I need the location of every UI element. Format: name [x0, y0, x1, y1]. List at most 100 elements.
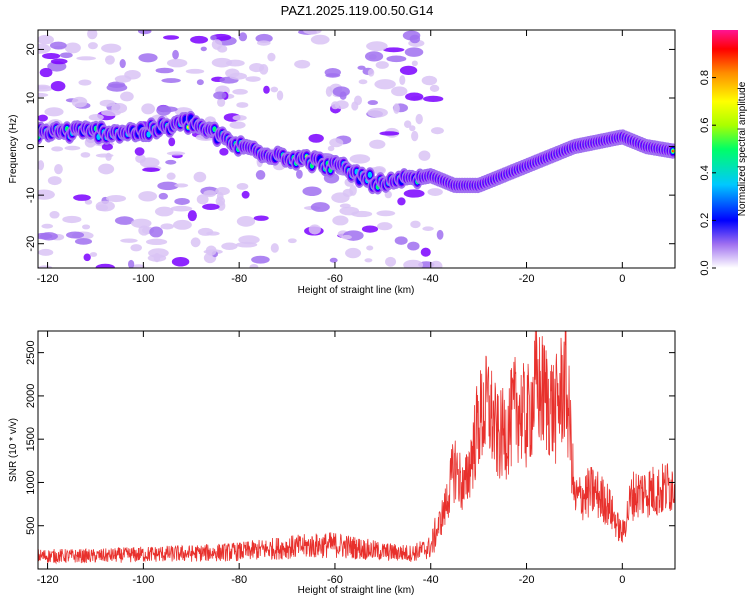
spectrogram-cell [203, 190, 217, 198]
spectrogram-cell [236, 182, 249, 190]
spectrogram-cell [345, 247, 362, 259]
spectrogram-cell [409, 125, 416, 132]
spectrogram-y-axis: -20 -10 0 10 20 [25, 43, 675, 252]
spectrogram-cell [357, 65, 366, 70]
spectrogram-cell [168, 137, 176, 147]
snr-y-axis: 500 1000 1500 2000 2500 [25, 340, 675, 535]
spectrogram-cell [138, 53, 158, 63]
spectrogram-cell [393, 103, 400, 114]
spectrogram-cell [236, 102, 249, 108]
spectrogram-cell [41, 223, 54, 229]
spectrogram-cell [270, 243, 279, 253]
spectrogram-cell [399, 75, 406, 86]
colorbar-gradient [712, 30, 738, 268]
spectrogram-cell [114, 216, 135, 225]
spectrogram-cell [158, 192, 168, 200]
spectrogram-cell [415, 113, 423, 125]
spectrogram-cell [420, 247, 431, 257]
spectrogram-cell [193, 171, 207, 183]
spectrogram-cell [76, 56, 96, 61]
spectrogram-cell [172, 49, 179, 60]
spectrogram-cell [235, 241, 258, 248]
spectrogram-cell [174, 198, 190, 205]
spectrogram-cell [403, 120, 412, 129]
colorbar: 0.0 0.2 0.4 0.6 0.8 Normalized spectral ampl… [699, 30, 748, 276]
spectrogram-cell [213, 91, 227, 100]
spectrogram-cell [89, 252, 98, 257]
spectrogram-cell [367, 100, 378, 106]
spectrogram-cell [308, 133, 324, 143]
spectrogram-cell [256, 40, 271, 46]
spectrogram-cell [215, 187, 230, 196]
spectrogram-cell [332, 215, 349, 226]
spectrogram-cell [238, 32, 248, 42]
spectrogram-cell [47, 176, 62, 186]
spectrogram-cell [232, 115, 247, 121]
spectrogram-cell [245, 76, 261, 82]
spectrogram-cell [64, 145, 81, 151]
spectrogram-cell [327, 145, 335, 152]
spectrogram-cell [238, 235, 260, 245]
spectrogram-cell [50, 58, 68, 65]
spectrogram-cell [101, 43, 122, 53]
spectrogram-cell [104, 55, 115, 65]
spectrogram-cell [171, 256, 190, 267]
spectrogram-cell [132, 264, 145, 268]
spectrogram-cell [38, 43, 51, 54]
spectrogram-x-axis: -120 -100 -80 -60 -40 -20 0 [37, 30, 625, 285]
spectrogram-cell [101, 143, 113, 151]
spectrogram-cell [157, 181, 179, 191]
spectrogram-cell [38, 92, 49, 98]
colorbar-tick-label: 0.2 [699, 213, 711, 228]
spectrogram-xtick-label: -120 [37, 273, 59, 285]
spectrogram-cell [255, 170, 266, 180]
spectrogram-cell [405, 92, 424, 101]
spectrogram-cell [399, 65, 418, 75]
spectrogram-cell [138, 191, 158, 202]
spectrogram-cell [672, 150, 674, 152]
spectrogram-cell [138, 30, 152, 35]
spectrogram-cell [202, 203, 220, 210]
colorbar-tick-label: 0.8 [699, 70, 711, 85]
spectrogram-cell [216, 200, 226, 211]
spectrogram-cell [148, 248, 169, 258]
spectrogram-cell [376, 222, 393, 231]
spectrogram-cell [429, 260, 443, 268]
spectrogram-cell [329, 138, 344, 148]
spectrogram-cell [325, 86, 333, 97]
spectrogram-cell [351, 210, 373, 218]
spectrogram-cell [367, 107, 388, 118]
spectrogram-cell [422, 226, 434, 231]
spectrogram-cell [38, 248, 54, 256]
spectrogram-xtick-label: -100 [132, 273, 154, 285]
spectrogram-cell [329, 257, 338, 263]
spectrogram-cell [170, 205, 193, 212]
spectrogram-cell [38, 265, 53, 268]
spectrogram-cell [385, 256, 397, 267]
spectrogram-cell [324, 68, 341, 77]
spectrogram-ytick-label: 0 [25, 144, 37, 150]
spectrogram-cell [64, 42, 81, 54]
spectrogram-heatmap [38, 30, 675, 268]
spectrogram-cell [403, 259, 424, 268]
spectrogram-cell [51, 146, 64, 152]
spectrogram-cell [166, 151, 186, 156]
colorbar-ticks: 0.0 0.2 0.4 0.6 0.8 [699, 70, 716, 276]
spectrogram-cell [394, 236, 408, 245]
spectrogram-cell [106, 195, 127, 203]
snr-xtick-label: -20 [519, 574, 535, 586]
spectrogram-cell [409, 34, 421, 44]
spectrogram-cell [232, 88, 248, 95]
spectrogram-cell [84, 137, 96, 148]
spectrogram-cell [366, 245, 374, 251]
spectrogram-cell [71, 96, 88, 108]
spectrogram-cell [310, 34, 330, 45]
spectrogram-cell [101, 109, 121, 117]
spectrogram-y-label: Frequency (Hz) [8, 115, 19, 184]
spectrogram-cell [229, 121, 246, 129]
spectrogram-cell [124, 70, 141, 80]
snr-xtick-label: -100 [132, 574, 154, 586]
spectrogram-cell [50, 81, 66, 92]
spectrogram-cell [38, 84, 51, 90]
snr-frame [37, 330, 676, 570]
